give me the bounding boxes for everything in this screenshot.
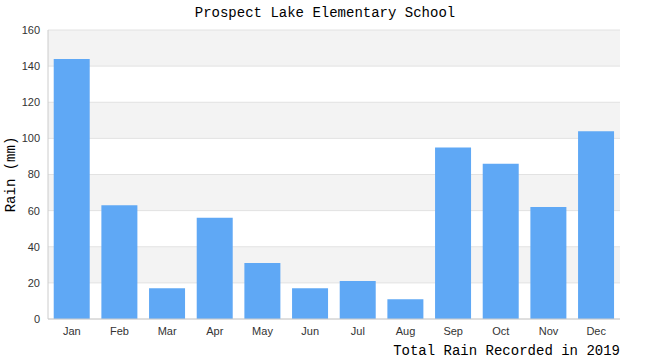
svg-text:Dec: Dec bbox=[586, 325, 606, 337]
svg-text:60: 60 bbox=[28, 205, 40, 217]
svg-text:Aug: Aug bbox=[396, 325, 416, 337]
html-text:Prospect Lake Elementary Schoo: Prospect Lake Elementary School bbox=[194, 5, 456, 21]
svg-text:Sep: Sep bbox=[443, 325, 463, 337]
svg-text:Oct: Oct bbox=[492, 325, 509, 337]
svg-text:160: 160 bbox=[22, 24, 40, 36]
svg-text:100: 100 bbox=[22, 132, 40, 144]
svg-text:May: May bbox=[252, 325, 273, 337]
svg-text:20: 20 bbox=[28, 277, 40, 289]
svg-text:Rain (mm): Rain (mm) bbox=[8, 137, 19, 213]
svg-text:40: 40 bbox=[28, 241, 40, 253]
svg-text:Nov: Nov bbox=[539, 325, 559, 337]
svg-text:140: 140 bbox=[22, 60, 40, 72]
svg-text:Feb: Feb bbox=[110, 325, 129, 337]
svg-text:Apr: Apr bbox=[206, 325, 223, 337]
html-text:Total Rain Recorded in 2019: Total Rain Recorded in 2019 bbox=[393, 343, 620, 359]
svg-text:Jun: Jun bbox=[301, 325, 319, 337]
svg-text:120: 120 bbox=[22, 96, 40, 108]
svg-text:Jan: Jan bbox=[63, 325, 81, 337]
svg-text:80: 80 bbox=[28, 168, 40, 180]
svg-text:Jul: Jul bbox=[351, 325, 365, 337]
svg-text:0: 0 bbox=[34, 313, 40, 325]
svg-text:Mar: Mar bbox=[158, 325, 177, 337]
